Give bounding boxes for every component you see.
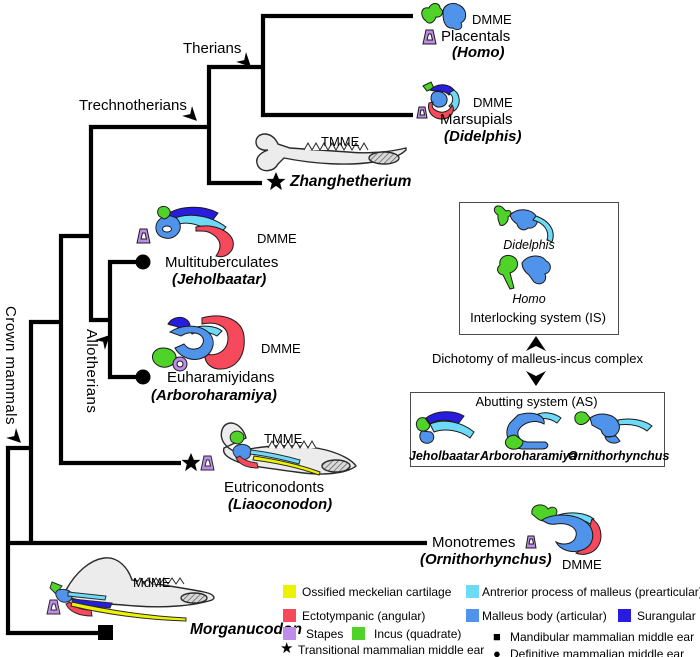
- legend-swatch-anterior-process: [466, 585, 479, 598]
- is-didelphis-ossicle-illustration: [493, 205, 554, 243]
- legend-circle-icon: ●: [493, 646, 501, 657]
- tmme-star-eutriconodonts: [181, 453, 201, 472]
- legend-swatch-meckelian: [283, 585, 296, 598]
- taxon-placentals: Placentals: [441, 28, 511, 45]
- as-arboroharamiya-ossicle-illustration: [504, 412, 562, 450]
- clade-label-crown-mammals: Crown mammals: [2, 306, 19, 426]
- legend-label-tmme: Transitional mammalian middle ear: [298, 643, 485, 657]
- dmme-node-euharamiyidans: [135, 369, 151, 385]
- as-label-arboroharamiya: Arboroharamiya: [480, 449, 577, 463]
- placentals-ossicle-illustration: [421, 2, 467, 45]
- legend-swatch-stapes: [283, 627, 296, 640]
- multituberculates-ossicle-illustration: [136, 205, 234, 258]
- legend-swatch-incus: [352, 627, 365, 640]
- marsupials-ossicle-illustration: [416, 81, 460, 120]
- genus-monotremes: (Ornithorhynchus): [420, 551, 552, 568]
- is-label-homo: Homo: [512, 292, 546, 306]
- as-label-ornithorhynchus: Ornithorhynchus: [568, 449, 670, 463]
- branch-crown-node: [28, 319, 61, 543]
- morganucodon-jaw-illustration: [46, 557, 215, 622]
- crown-mammals-arrow-icon: [6, 428, 21, 443]
- genus-multituberculates: (Jeholbaatar): [172, 271, 267, 288]
- monotremes-ossicle-illustration: [525, 504, 602, 555]
- eutriconodonts-jaw-illustration: [200, 422, 357, 476]
- legend-label-surangular: Surangular: [637, 609, 696, 623]
- legend-square-icon: ■: [493, 629, 501, 644]
- legend-label-malleus-body: Malleus body (articular): [482, 609, 607, 623]
- taxon-zhanghetherium: Zhanghetherium: [290, 173, 412, 190]
- branch-trechnotherian-node: [88, 124, 209, 323]
- branch-therian-cherry: [260, 13, 413, 118]
- taxon-marsupials: Marsupials: [440, 111, 513, 128]
- taxon-monotremes: Monotremes: [432, 534, 516, 551]
- interlocking-system-caption: Interlocking system (IS): [470, 310, 606, 325]
- clade-label-allotherians: Allotherians: [83, 329, 100, 414]
- ear-type-euharamiyidans: DMME: [261, 341, 301, 356]
- dichotomy-down-arrow-icon: [526, 371, 546, 386]
- legend-label-definitive: Definitive mammalian middle ear: [510, 647, 685, 657]
- taxon-morganucodon: Morganucodon: [190, 621, 302, 638]
- is-label-didelphis: Didelphis: [503, 238, 555, 252]
- abutting-system-caption: Abutting system (AS): [475, 394, 598, 409]
- legend-swatch-surangular: [618, 609, 631, 622]
- as-jeholbaatar-ossicle-illustration: [415, 411, 475, 444]
- ear-type-marsupials: DMME: [473, 95, 513, 110]
- dichotomy-up-arrow-icon: [526, 336, 546, 351]
- zhanghetherium-jaw-illustration: [255, 133, 407, 172]
- branch-root-morganucodon: [5, 445, 98, 636]
- legend-label-mandibular: Mandibular mammalian middle ear: [510, 630, 695, 644]
- legend-label-stapes: Stapes: [306, 627, 344, 641]
- ear-type-placentals: DMME: [472, 12, 512, 27]
- legend-label-ectotympanic: Ectotympanic (angular): [302, 609, 426, 623]
- genus-marsupials: (Didelphis): [444, 128, 522, 145]
- branch-eutriconodont-node: [58, 233, 181, 466]
- as-label-jeholbaatar: Jeholbaatar: [408, 449, 480, 463]
- branch-therian-stem-zhanghetherium: [206, 64, 263, 186]
- is-homo-ossicle-illustration: [497, 254, 551, 290]
- mdme-node-morganucodon: [98, 625, 113, 640]
- clade-label-trechnotherians: Trechnotherians: [79, 97, 187, 114]
- ear-type-morganucodon: MdME: [133, 575, 171, 590]
- ear-type-zhanghetherium: TMME: [321, 134, 360, 149]
- taxon-multituberculates: Multituberculates: [165, 254, 279, 271]
- clade-label-therians: Therians: [183, 40, 242, 57]
- dichotomy-label: Dichotomy of malleus-incus complex: [432, 351, 643, 366]
- legend-label-incus: Incus (quadrate): [374, 627, 462, 641]
- legend-swatch-malleus-body: [466, 609, 479, 622]
- ear-type-eutriconodonts: TMME: [264, 431, 303, 446]
- as-ornithorhynchus-ossicle-illustration: [574, 411, 653, 444]
- genus-euharamiyidans: (Arboroharamiya): [151, 387, 277, 404]
- tmme-star-zhanghetherium: [266, 172, 286, 191]
- dmme-node-multituberculates: [135, 254, 151, 270]
- taxon-euharamiyidans: Euharamiyidans: [167, 369, 275, 386]
- legend-star-icon: ★: [280, 640, 294, 657]
- legend-label-meckelian: Ossified meckelian cartilage: [302, 585, 452, 599]
- genus-eutriconodonts: (Liaoconodon): [228, 496, 333, 513]
- taxon-eutriconodonts: Eutriconodonts: [224, 479, 325, 496]
- genus-placentals: (Homo): [452, 44, 505, 61]
- ear-type-monotremes: DMME: [562, 557, 602, 572]
- euharamiyidans-ossicle-illustration: [152, 315, 245, 372]
- legend-label-anterior-process: Antrerior process of malleus (prearticul…: [482, 585, 700, 599]
- ear-type-multituberculates: DMME: [257, 231, 297, 246]
- branch-allotherian-cherry: [107, 259, 136, 380]
- legend-swatch-ectotympanic: [283, 609, 296, 622]
